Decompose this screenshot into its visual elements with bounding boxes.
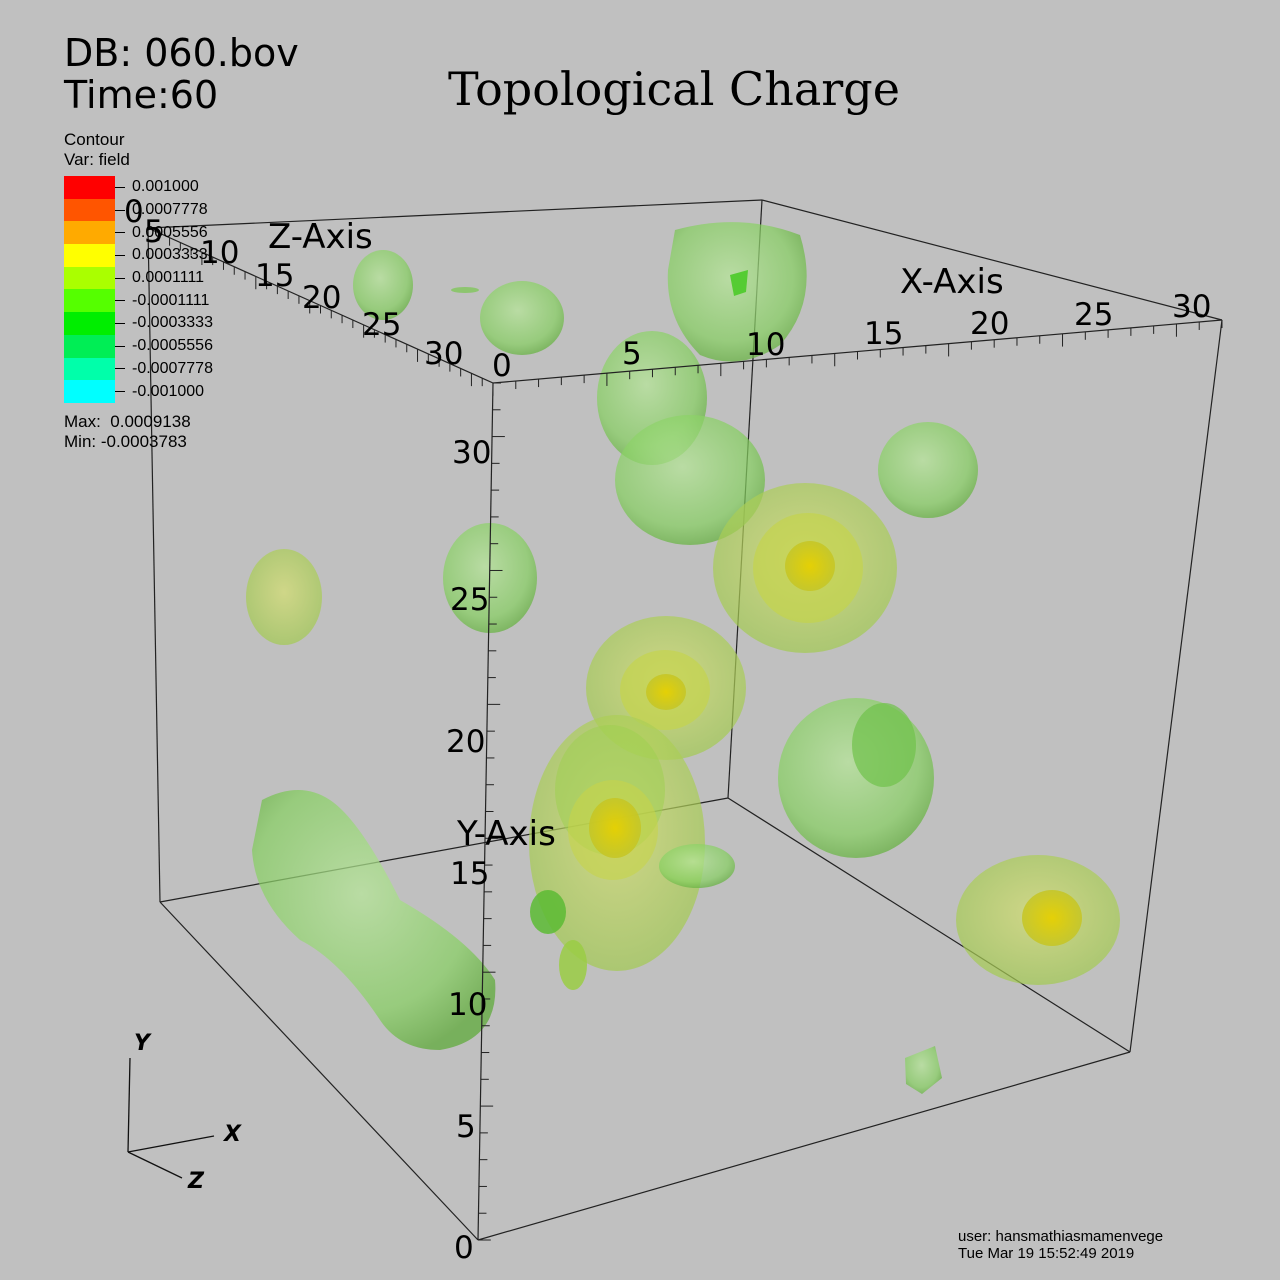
legend-level-label: 0.0007778 (132, 201, 208, 219)
legend-swatch (64, 198, 115, 222)
y-tick-label: 20 (446, 724, 485, 760)
legend-level-label: -0.0007778 (132, 359, 213, 377)
blob (646, 674, 686, 710)
legend-plot-type: Contour (64, 130, 125, 149)
x-tick-label: 0 (492, 348, 512, 384)
x-axis-title: X-Axis (900, 262, 1004, 302)
x-tick-label: 20 (970, 306, 1009, 342)
y-tick-label: 15 (450, 856, 489, 892)
z-axis-title: Z-Axis (268, 217, 373, 257)
legend-swatch (64, 176, 115, 199)
z-tick-label: 10 (200, 235, 239, 271)
blob (878, 422, 978, 518)
x-tick-label: 10 (746, 327, 785, 363)
z-tick-label: 20 (302, 280, 341, 316)
legend-row: 0.0003333 (115, 244, 213, 267)
legend-level-label: 0.0005556 (132, 223, 208, 241)
blob (730, 270, 748, 296)
triad-z-label: Z (187, 1169, 205, 1194)
timestamp: Tue Mar 19 15:52:49 2019 (958, 1245, 1135, 1262)
legend-row: -0.0005556 (115, 335, 213, 358)
legend-row: 0.0001111 (115, 267, 213, 290)
blob (589, 798, 641, 858)
blob (451, 287, 479, 293)
blob (480, 281, 564, 355)
legend-swatch (64, 357, 115, 381)
y-tick-label: 5 (456, 1109, 476, 1145)
user-name: user: hansmathiasmamenvege (958, 1228, 1164, 1245)
triad-x-label: X (222, 1122, 242, 1147)
legend-row: -0.0007778 (115, 358, 213, 381)
x-tick-label: 30 (1172, 289, 1211, 325)
blob (785, 541, 835, 591)
blob (353, 250, 413, 320)
y-tick-label: 10 (448, 987, 487, 1023)
legend-min: Min: -0.0003783 (64, 432, 187, 451)
z-tick-label: 5 (144, 214, 164, 250)
z-tick-label: 15 (255, 258, 294, 294)
blob (530, 890, 566, 934)
blob (615, 415, 765, 545)
y-axis-title: Y-Axis (456, 814, 556, 854)
legend-labels: 0.001000 0.0007778 0.0005556 0.0003333 0.000… (115, 176, 213, 403)
blob (905, 1046, 942, 1094)
legend-variable: Var: field (64, 150, 130, 169)
x-tick-label: 5 (622, 336, 642, 372)
legend-swatch (64, 266, 115, 290)
legend-max: Max: 0.0009138 (64, 412, 191, 431)
z-tick-label: 25 (362, 307, 401, 343)
blob (252, 790, 496, 1050)
blob (559, 940, 587, 990)
legend-level-label: -0.0003333 (132, 314, 213, 332)
legend-level-label: 0.0003333 (132, 246, 208, 264)
legend-level-label: 0.0001111 (132, 269, 205, 287)
legend-header: Contour Var: field (64, 130, 130, 170)
y-tick-label: 25 (450, 582, 489, 618)
legend-row: -0.0001111 (115, 289, 213, 312)
legend-color-bar (64, 176, 115, 403)
legend-level-label: 0.001000 (132, 178, 199, 196)
z-axis-ticks: 0 5 10 15 20 25 30 (124, 194, 463, 372)
legend-level-label: -0.0005556 (132, 337, 213, 355)
orientation-triad (127, 1057, 215, 1179)
legend-level-label: -0.001000 (132, 382, 205, 400)
blob (246, 549, 322, 645)
legend-swatch (64, 244, 115, 267)
x-axis-ticks: 0 5 10 15 20 25 30 (492, 289, 1211, 384)
blob (659, 844, 735, 888)
axis-minor-ticks (147, 228, 1223, 1241)
legend-swatch (64, 221, 115, 245)
time-step: Time:60 (64, 73, 219, 117)
y-axis-ticks: 0 5 10 15 20 25 30 (446, 435, 491, 1266)
y-tick-label: 30 (452, 435, 491, 471)
y-tick-label: 0 (454, 1230, 474, 1266)
legend-row: -0.001000 (115, 380, 213, 403)
legend-swatch (64, 312, 115, 335)
isosurface-blobs (246, 222, 1120, 1094)
z-tick-label: 30 (424, 336, 463, 372)
blob (852, 703, 916, 787)
legend-row: 0.001000 (115, 176, 213, 199)
legend-swatch (64, 380, 115, 403)
legend-range: Max: 0.0009138 Min: -0.0003783 (64, 412, 191, 452)
footer-info: user: hansmathiasmamenvege Tue Mar 19 15… (958, 1228, 1163, 1262)
z-tick-label: 0 (124, 194, 144, 230)
blob (1022, 890, 1082, 946)
x-tick-label: 25 (1074, 297, 1113, 333)
x-tick-label: 15 (864, 316, 903, 352)
legend-row: 0.0005556 (115, 221, 213, 244)
legend-swatch (64, 289, 115, 313)
legend-swatch (64, 334, 115, 358)
database-name: DB: 060.bov (64, 31, 299, 75)
legend-level-label: -0.0001111 (132, 291, 210, 309)
plot-title: Topological Charge (448, 62, 900, 116)
legend-row: 0.0007778 (115, 199, 213, 222)
legend-row: -0.0003333 (115, 312, 213, 335)
triad-y-label: Y (134, 1031, 152, 1056)
